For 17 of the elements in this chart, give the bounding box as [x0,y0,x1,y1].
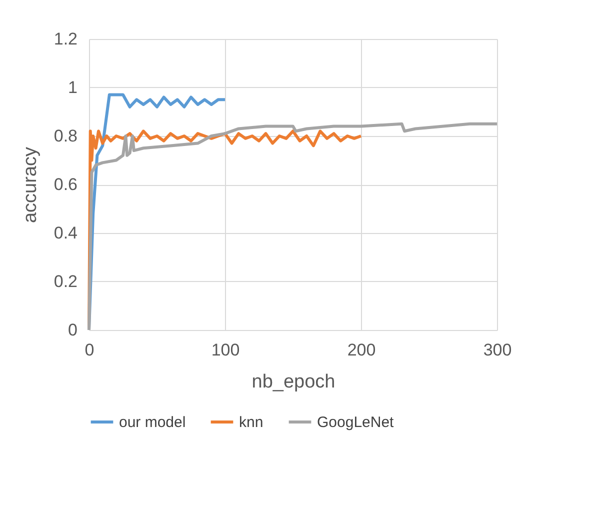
y-tick-label: 0.8 [54,126,78,146]
y-tick-label: 1.2 [54,30,78,48]
y-axis-title: accuracy [20,146,41,224]
line-series [88,122,498,332]
x-axis-title: nb_epoch [252,372,336,392]
y-tick-label: 0.6 [54,175,78,194]
y-tick-label: 0.4 [54,224,78,242]
x-tick-label: 100 [211,340,240,360]
legend-label: our model [119,414,186,431]
x-tick-label: 0 [84,340,94,360]
y-tick-label: 1 [68,78,78,97]
legend-label: knn [239,414,264,431]
y-tick-label: 0 [68,320,78,340]
x-tick-label: 200 [347,340,376,360]
x-tick-label: 300 [483,340,512,360]
legend-label: GoogLeNet [317,414,395,431]
y-tick-label: 0.2 [54,272,78,291]
